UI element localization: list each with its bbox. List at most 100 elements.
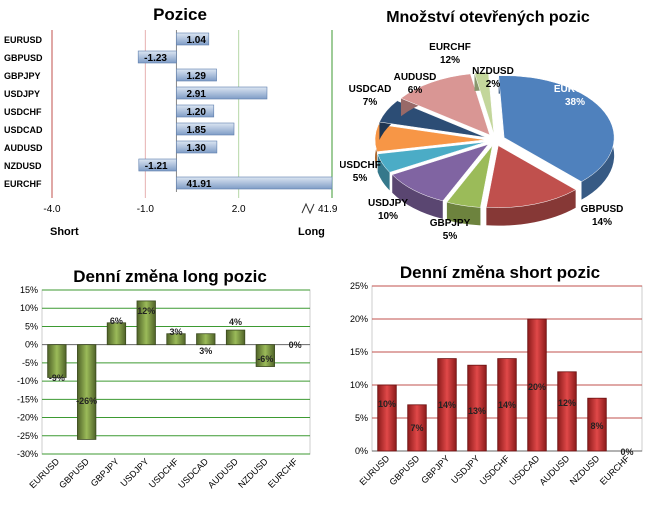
long-y-tick-10: -10% [17, 376, 38, 386]
slice-nzdusd [474, 71, 495, 135]
bar-audusd [176, 140, 218, 154]
pie-label-audusd: AUDUSD [394, 72, 437, 83]
value-label-audusd: 1.30 [186, 143, 206, 154]
short-value-gbpjpy: 14% [438, 400, 456, 410]
pie-title: Množství otevřených pozic [386, 9, 590, 26]
pozice-panel: Pozice EURUSD 1.04 GBPUSD -1.23 GBPJPY 1.29 US… [0, 0, 340, 250]
value-label-eurusd: 1.04 [186, 35, 206, 46]
slice-usdchf [377, 141, 486, 173]
x-tick-1-0: -1.0 [137, 204, 155, 215]
long-bar-gbpjpy [106, 322, 127, 346]
long-label: Long [298, 226, 325, 238]
short-bar-usdcad [527, 318, 547, 452]
long-x-label-gbpjpy: GBPJPY [89, 456, 121, 488]
pie-chart: Množství otevřených pozic EURUSD 38% GBPUS… [339, 9, 624, 242]
short-y-tick-20: 20% [350, 314, 368, 324]
short-label: Short [50, 226, 79, 238]
short-value-usdcad: 20% [528, 382, 546, 392]
short-y-tick-0: 0% [355, 446, 368, 456]
pie-label-usdcad: USDCAD [349, 84, 392, 95]
axis-break-icon [301, 202, 315, 215]
pie-percent-eurusd: 38% [565, 97, 585, 108]
pie-percent-usdjpy: 10% [378, 211, 398, 222]
long-x-label-usdcad: USDCAD [176, 456, 210, 490]
short-value-usdjpy: 13% [468, 406, 486, 416]
long-y-tick-5: -5% [22, 358, 38, 368]
long-y-tick-15: -15% [17, 394, 38, 404]
short-x-label-usdjpy: USDJPY [449, 453, 481, 485]
long-bar-usdcad [196, 333, 216, 346]
category-label-usdcad: USDCAD [4, 125, 43, 135]
long-value-audusd: 4% [229, 317, 242, 327]
long-value-eurusd: -9% [49, 373, 65, 383]
pie-label-gbpusd: GBPUSD [581, 204, 624, 215]
slice-usdjpy [391, 143, 489, 202]
short-y-tick-10: 10% [350, 380, 368, 390]
short-change-chart: Denní změna short pozic 25% 20% 15% 10% 5% 0%… [350, 263, 643, 487]
pie-label-usdjpy: USDJPY [368, 198, 408, 209]
long-x-label-eurusd: EURUSD [27, 456, 61, 490]
short-x-label-nzdusd: NZDUSD [568, 453, 602, 487]
long-change-chart: Denní změna long pozic 15% 10% 5% 0% -5% -10%… [17, 267, 311, 490]
pie-percent-gbpusd: 14% [592, 217, 612, 228]
category-label-usdjpy: USDJPY [4, 89, 40, 99]
bar-eurchf [176, 176, 333, 190]
pie-percent-usdchf: 5% [353, 173, 368, 184]
pozice-title: Pozice [153, 5, 207, 24]
long-bar-nzdusd [255, 344, 275, 367]
long-value-usdchf: 3% [169, 327, 182, 337]
slice-gbpusd [486, 145, 577, 208]
pie-label-nzdusd: NZDUSD [472, 66, 514, 77]
short-y-tick-25: 25% [350, 281, 368, 291]
short-bar-gbpusd [407, 404, 427, 452]
short-value-eurusd: 10% [378, 399, 396, 409]
short-value-gbpusd: 7% [410, 423, 423, 433]
category-label-eurchf: EURCHF [4, 179, 42, 189]
x-tick-2-0: 2.0 [232, 204, 246, 215]
value-label-usdcad: 1.85 [186, 125, 206, 136]
short-bar-eurusd [377, 384, 397, 452]
pie-percent-audusd: 6% [408, 85, 423, 96]
short-y-tick-15: 15% [350, 347, 368, 357]
long-x-label-audusd: AUDUSD [206, 456, 240, 490]
short-value-usdchf: 14% [498, 400, 516, 410]
long-bar-usdjpy [136, 300, 156, 346]
bar-gbpusd [137, 50, 177, 64]
pie-percent-gbpjpy: 5% [443, 231, 458, 242]
short-x-label-usdcad: USDCAD [507, 453, 541, 487]
short-value-audusd: 12% [558, 398, 576, 408]
long-y-tick-20: -20% [17, 413, 38, 423]
slice-eurusd [498, 75, 615, 182]
short-bar-usdjpy [467, 364, 487, 452]
long-value-gbpusd: -26% [76, 396, 97, 406]
short-bar-gbpjpy [437, 358, 457, 452]
value-label-eurchf: 41.91 [186, 179, 211, 190]
category-label-gbpjpy: GBPJPY [4, 71, 41, 81]
value-label-usdchf: 1.20 [186, 107, 206, 118]
pie-percent-eurchf: 12% [440, 55, 460, 66]
short-value-nzdusd: 8% [590, 421, 603, 431]
short-bar-audusd [557, 371, 577, 452]
bar-usdcad [176, 122, 235, 136]
long-change-panel: Denní změna long pozic 15% 10% 5% 0% -5% -10%… [0, 258, 326, 517]
long-y-tick-5: 5% [25, 321, 38, 331]
long-value-eurchf: 0% [289, 340, 302, 350]
short-value-eurchf: 0% [620, 447, 633, 457]
short-x-label-usdchf: USDCHF [478, 453, 512, 487]
long-y-tick-0: 0% [25, 340, 38, 350]
long-value-gbpjpy: 6% [110, 316, 123, 326]
value-label-gbpjpy: 1.29 [186, 71, 206, 82]
slice-gbpjpy [446, 145, 493, 208]
category-label-nzdusd: NZDUSD [4, 161, 42, 171]
value-label-gbpusd: -1.23 [144, 53, 167, 64]
pie-panel: Množství otevřených pozic EURUSD 38% GBPUS… [339, 0, 652, 250]
pozice-chart: Pozice EURUSD 1.04 GBPUSD -1.23 GBPJPY 1.29 US… [4, 5, 338, 238]
long-bar-gbpusd [77, 344, 97, 440]
category-label-gbpusd: GBPUSD [4, 53, 43, 63]
short-y-tick-5: 5% [355, 413, 368, 423]
long-value-nzdusd: -6% [257, 354, 273, 364]
long-bar-eurusd [47, 344, 67, 378]
long-x-label-nzdusd: NZDUSD [236, 456, 270, 490]
pie-percent-nzdusd: 2% [486, 79, 501, 90]
short-change-panel: Denní změna short pozic 25% 20% 15% 10% 5% 0%… [330, 258, 652, 517]
